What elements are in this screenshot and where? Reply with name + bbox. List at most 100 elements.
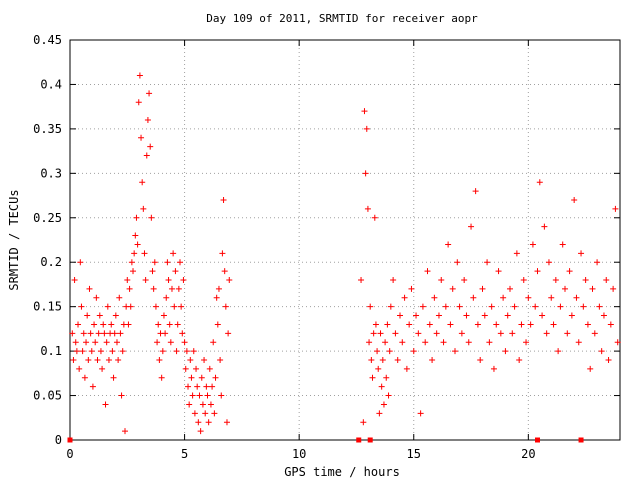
data-point <box>509 330 516 337</box>
data-point <box>555 348 562 355</box>
data-point <box>600 312 607 319</box>
data-point <box>221 268 228 275</box>
data-point <box>504 312 511 319</box>
data-point <box>377 330 384 337</box>
data-point <box>518 321 525 328</box>
data-point <box>362 170 369 177</box>
data-point <box>125 321 132 328</box>
chart-title: Day 109 of 2011, SRMTID for receiver aop… <box>206 12 478 25</box>
data-point <box>367 303 374 310</box>
data-point <box>99 365 106 372</box>
data-point <box>158 374 165 381</box>
data-point <box>408 285 415 292</box>
data-point <box>202 410 209 417</box>
data-point <box>196 392 203 399</box>
y-tick-label: 0.35 <box>33 122 62 136</box>
data-point <box>497 330 504 337</box>
x-tick-label: 0 <box>66 447 73 461</box>
data-point <box>165 277 172 283</box>
data-point <box>207 401 214 408</box>
data-point <box>149 268 156 275</box>
y-tick-label: 0 <box>55 433 62 447</box>
data-point <box>568 312 575 319</box>
data-point <box>461 277 468 283</box>
data-point <box>175 285 182 292</box>
data-point <box>93 294 100 301</box>
data-point <box>513 250 520 257</box>
data-point <box>449 285 456 292</box>
data-point <box>92 339 99 346</box>
data-point <box>369 374 376 381</box>
data-point <box>79 348 86 355</box>
data-point <box>564 330 571 337</box>
data-point <box>69 330 76 337</box>
data-point <box>550 321 557 328</box>
data-point <box>206 365 213 372</box>
data-point <box>126 285 133 292</box>
data-point <box>199 401 206 408</box>
data-point <box>174 321 181 328</box>
data-point <box>417 410 424 417</box>
data-point <box>182 365 189 372</box>
data-point <box>119 348 126 355</box>
data-point <box>135 99 142 106</box>
data-point <box>392 330 399 337</box>
data-point <box>511 303 518 310</box>
zero-marker <box>67 437 73 443</box>
data-point <box>541 223 548 230</box>
data-point <box>162 330 169 337</box>
data-point <box>614 339 621 346</box>
data-point <box>168 285 175 292</box>
data-point <box>584 321 591 328</box>
data-point <box>424 268 431 275</box>
data-point <box>372 321 379 328</box>
data-point <box>195 419 202 426</box>
data-point <box>85 357 92 363</box>
data-point <box>173 348 180 355</box>
data-point <box>527 321 534 328</box>
data-point <box>209 383 216 390</box>
data-point <box>210 339 217 346</box>
data-point <box>422 339 429 346</box>
data-point <box>197 428 204 435</box>
data-point <box>226 277 233 283</box>
data-point <box>213 294 220 301</box>
data-point <box>91 321 98 328</box>
data-point <box>194 383 201 390</box>
grid <box>70 40 620 440</box>
data-point <box>370 330 377 337</box>
data-point <box>401 294 408 301</box>
data-point <box>134 241 141 248</box>
data-point <box>159 348 166 355</box>
data-point <box>141 250 148 257</box>
data-point <box>143 152 150 159</box>
data-point <box>591 330 598 337</box>
data-point <box>589 285 596 292</box>
data-point <box>520 277 527 283</box>
data-point <box>167 339 174 346</box>
y-tick-label: 0.45 <box>33 33 62 47</box>
y-tick-label: 0.2 <box>40 255 62 269</box>
data-point <box>472 188 479 195</box>
data-point <box>433 330 440 337</box>
data-point <box>223 419 230 426</box>
data-point <box>612 205 619 212</box>
data-point <box>81 374 88 381</box>
data-point <box>470 294 477 301</box>
data-point <box>147 143 154 150</box>
data-point <box>426 321 433 328</box>
data-point <box>490 365 497 372</box>
data-point <box>170 250 177 257</box>
data-point <box>383 374 390 381</box>
data-point <box>204 392 211 399</box>
data-point <box>361 108 368 115</box>
data-point <box>150 285 157 292</box>
data-point <box>559 241 566 248</box>
data-point <box>73 348 80 355</box>
data-point <box>163 294 170 301</box>
data-point <box>116 294 123 301</box>
data-point <box>358 277 365 283</box>
data-point <box>88 348 95 355</box>
data-point <box>578 250 585 257</box>
